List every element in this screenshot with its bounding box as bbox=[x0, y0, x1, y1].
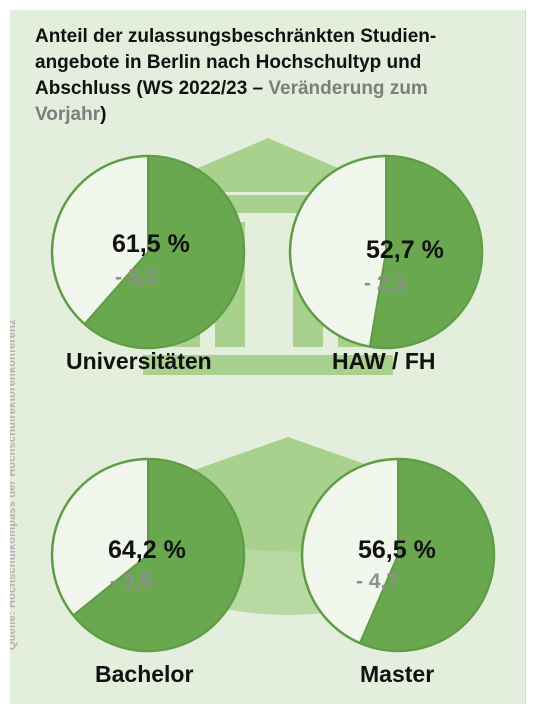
value-label-universitaeten: 61,5 % bbox=[112, 230, 190, 258]
title-accent: Veränderung zum Vorjahr bbox=[35, 78, 428, 125]
pie-charts bbox=[50, 154, 496, 653]
title-close: ) bbox=[100, 104, 107, 125]
value-label-haw-fh: 52,7 % bbox=[366, 236, 444, 264]
change-label-haw-fh: - 2,3 bbox=[364, 272, 407, 295]
change-label-master: - 4,7 bbox=[356, 570, 399, 593]
category-label-master: Master bbox=[360, 661, 435, 687]
pie-slice-universitaeten bbox=[83, 154, 245, 349]
value-label-bachelor: 64,2 % bbox=[108, 536, 186, 564]
category-label-bachelor: Bachelor bbox=[95, 661, 194, 687]
change-label-bachelor: - 3,5 bbox=[110, 570, 153, 593]
pie-slice-master bbox=[358, 457, 495, 652]
pie-slice-haw-fh bbox=[368, 154, 484, 349]
pie-slice-bachelor bbox=[71, 457, 245, 652]
change-label-universitaeten: - 5,2 bbox=[115, 266, 158, 289]
chart-title: Anteil der zulassungsbeschränkten Studie… bbox=[35, 24, 495, 128]
category-label-haw-fh: HAW / FH bbox=[332, 348, 436, 374]
value-label-master: 56,5 % bbox=[358, 536, 436, 564]
title-main: Anteil der zulassungsbeschränkten Studie… bbox=[35, 26, 437, 99]
category-label-universitaeten: Universitäten bbox=[66, 348, 212, 374]
